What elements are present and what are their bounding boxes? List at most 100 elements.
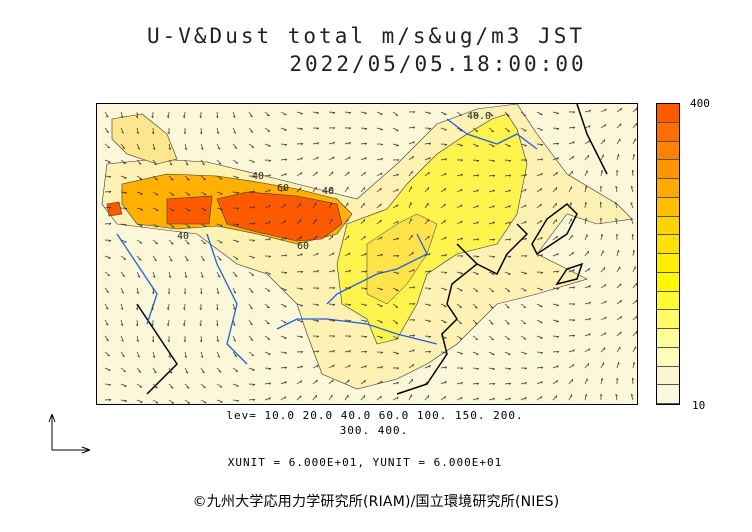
wind-vector-head: [380, 366, 384, 369]
wind-vector-head: [444, 129, 447, 131]
wind-vector: [152, 383, 158, 389]
wind-vector-head: [300, 253, 303, 256]
wind-vector: [136, 143, 141, 150]
wind-vector-head: [332, 142, 336, 145]
wind-vector: [504, 367, 512, 370]
wind-vector: [360, 157, 367, 161]
wind-vector: [488, 367, 495, 370]
wind-vector: [392, 111, 399, 116]
wind-vector: [504, 397, 511, 401]
wind-vector-head: [232, 115, 236, 118]
wind-vector: [184, 159, 189, 166]
wind-vector-head: [444, 220, 446, 223]
wind-vector-head: [585, 217, 588, 221]
wind-vector-head: [267, 323, 270, 325]
wind-vector: [168, 143, 171, 150]
wind-vector: [568, 186, 572, 193]
wind-vector: [424, 218, 429, 225]
wind-vector-head: [348, 270, 352, 273]
wind-vector: [376, 127, 383, 130]
wind-vector: [152, 127, 154, 135]
wind-vector-head: [588, 302, 592, 305]
wind-vector: [280, 173, 287, 177]
wind-vector-head: [556, 321, 559, 323]
wind-vector: [488, 159, 495, 162]
wind-vector-head: [428, 380, 430, 383]
wind-vector: [392, 220, 399, 225]
wind-vector-head: [585, 201, 587, 205]
wind-vector: [392, 319, 399, 324]
colorbar-band: [657, 197, 679, 217]
wind-vector: [152, 143, 156, 150]
wind-vector-head: [169, 259, 173, 262]
wind-vector-head: [268, 160, 272, 162]
wind-vector-head: [152, 275, 156, 278]
wind-vector: [296, 219, 302, 225]
wind-vector: [248, 398, 255, 401]
wind-vector: [216, 239, 223, 244]
wind-vector-head: [572, 111, 576, 114]
wind-vector: [232, 319, 236, 326]
wind-vector: [248, 271, 255, 276]
wind-vector: [216, 111, 219, 118]
colorbar-band: [657, 179, 679, 198]
wind-vector: [568, 378, 573, 385]
wind-vector: [408, 394, 412, 401]
wind-vector-head: [364, 350, 368, 353]
wind-vector-head: [508, 368, 512, 371]
wind-vector-head: [556, 288, 560, 290]
wind-vector-head: [232, 323, 236, 326]
wind-vector: [344, 235, 350, 241]
wind-vector-head: [250, 291, 254, 293]
wind-vector-head: [380, 236, 383, 240]
wind-vector: [104, 255, 111, 259]
colorbar-min-label: 10: [692, 399, 706, 412]
wind-vector-head: [444, 289, 447, 291]
wind-vector: [440, 187, 446, 193]
wind-vector-head: [300, 395, 302, 399]
wind-vector-head: [396, 367, 400, 370]
wind-vector: [216, 143, 221, 150]
wind-vector: [472, 174, 479, 177]
wind-vector-head: [284, 396, 287, 399]
wind-vector: [472, 238, 479, 241]
wind-vector: [600, 267, 606, 273]
wind-vector-head: [332, 320, 336, 322]
wind-vector: [616, 346, 621, 353]
wind-vector: [632, 266, 636, 273]
wind-vector: [456, 143, 463, 146]
wind-vector: [280, 127, 287, 131]
wind-vector-head: [185, 259, 189, 262]
wind-vector: [520, 287, 527, 292]
wind-vector: [488, 143, 495, 147]
dust-nw-blob: [111, 113, 178, 165]
wind-vector: [360, 127, 368, 129]
wind-vector-head: [540, 366, 544, 369]
wind-vector-head: [300, 351, 304, 354]
wind-vector: [296, 253, 303, 257]
wind-vector: [472, 143, 479, 147]
wind-vector: [232, 383, 239, 387]
wind-vector-head: [588, 140, 591, 143]
wind-vector: [408, 186, 412, 193]
wind-vector-head: [122, 355, 125, 358]
wind-vector-head: [284, 220, 287, 223]
wind-vector-head: [284, 254, 288, 257]
wind-vector: [328, 218, 333, 225]
wind-vector: [584, 201, 586, 209]
wind-vector-head: [363, 395, 366, 398]
wind-vector-head: [380, 351, 384, 354]
wind-vector-head: [524, 221, 527, 224]
wind-vector: [376, 158, 383, 161]
wind-vector-head: [444, 158, 448, 161]
wind-vector-head: [332, 127, 336, 130]
wind-vector: [424, 395, 430, 401]
wind-vector-head: [348, 142, 352, 145]
wind-vector: [552, 350, 560, 353]
wind-vector: [136, 191, 143, 195]
wind-vector-head: [364, 365, 367, 368]
wind-vector: [248, 111, 253, 118]
wind-vector: [312, 202, 317, 209]
wind-vector: [248, 159, 255, 163]
wind-vector: [392, 127, 399, 132]
